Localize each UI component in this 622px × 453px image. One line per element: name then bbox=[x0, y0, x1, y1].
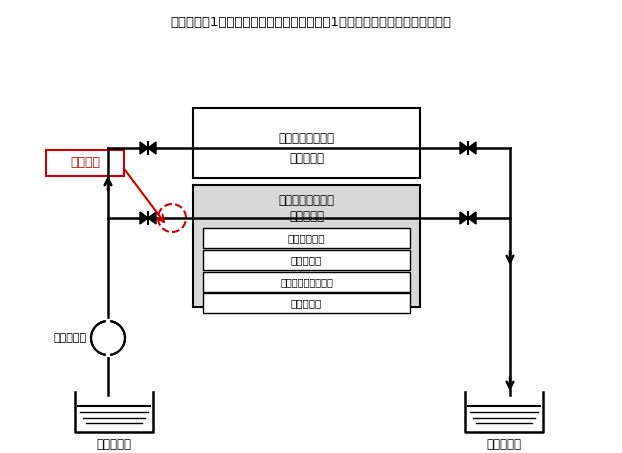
Bar bbox=[193, 108, 420, 178]
Text: 発電機１Ａ: 発電機１Ａ bbox=[289, 151, 324, 164]
Text: 非常用ディーゼル: 非常用ディーゼル bbox=[279, 131, 335, 145]
Polygon shape bbox=[460, 212, 468, 224]
Text: 取水ビット: 取水ビット bbox=[96, 438, 131, 450]
Text: 当該箇所: 当該箇所 bbox=[70, 156, 100, 169]
Text: 清水冷却器: 清水冷却器 bbox=[291, 255, 322, 265]
Polygon shape bbox=[468, 142, 476, 154]
Polygon shape bbox=[468, 212, 476, 224]
Bar bbox=[203, 250, 410, 270]
Circle shape bbox=[91, 321, 125, 355]
Polygon shape bbox=[140, 212, 148, 224]
Text: 燃料弁冷却水冷却器: 燃料弁冷却水冷却器 bbox=[280, 277, 333, 287]
Text: 伊方発電所1号機　非常用ディーゼル発電機1Ｂ号機の冷却用海水系統概略図: 伊方発電所1号機 非常用ディーゼル発電機1Ｂ号機の冷却用海水系統概略図 bbox=[170, 16, 452, 29]
Bar bbox=[203, 293, 410, 313]
Bar bbox=[46, 150, 124, 176]
Polygon shape bbox=[148, 212, 156, 224]
Text: 潤滑油冷却器: 潤滑油冷却器 bbox=[288, 233, 325, 243]
Polygon shape bbox=[140, 142, 148, 154]
Text: 発電機１Ｂ: 発電機１Ｂ bbox=[289, 211, 324, 223]
Bar bbox=[193, 185, 420, 307]
Text: 放水ビット: 放水ビット bbox=[486, 438, 521, 450]
Polygon shape bbox=[460, 142, 468, 154]
Text: 空気冷却器: 空気冷却器 bbox=[291, 298, 322, 308]
Polygon shape bbox=[148, 142, 156, 154]
Text: 海水ポンプ: 海水ポンプ bbox=[54, 333, 87, 343]
Bar bbox=[203, 272, 410, 292]
Bar bbox=[203, 228, 410, 248]
Text: 非常用ディーゼル: 非常用ディーゼル bbox=[279, 194, 335, 207]
